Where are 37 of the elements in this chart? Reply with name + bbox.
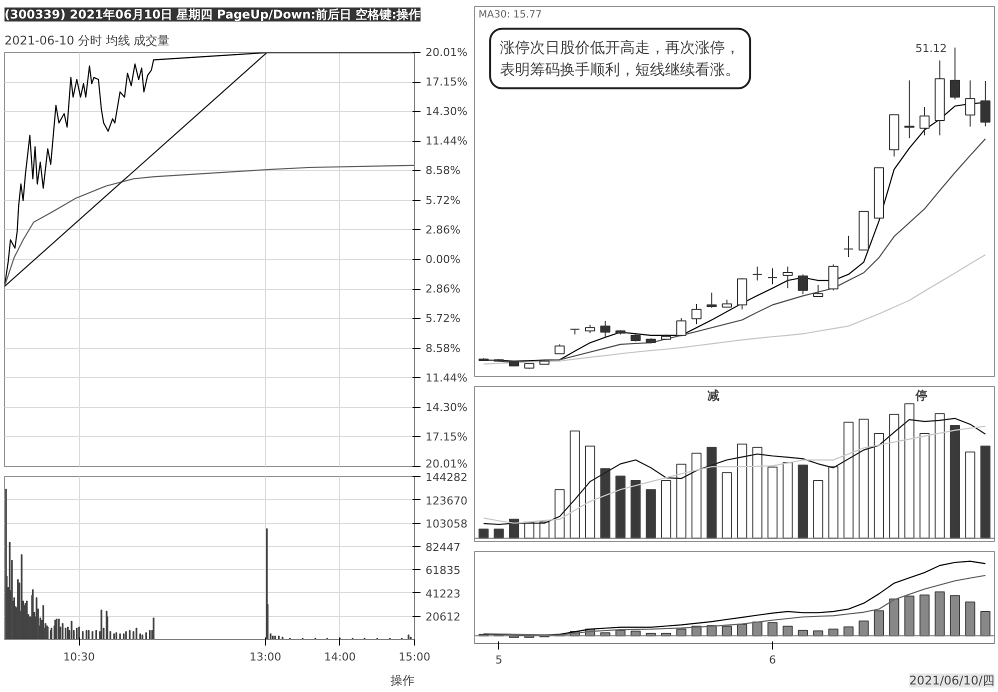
y-tick-label: 61835 xyxy=(426,564,460,578)
y-tick-label: 20.01% xyxy=(426,458,468,470)
text: 停 xyxy=(914,388,928,402)
x-tick-label: 13:00 xyxy=(250,650,282,664)
y-tick-label: 20612 xyxy=(426,610,460,624)
y-tick-label: 5.72% xyxy=(426,194,460,207)
y-tick-label: 17.15% xyxy=(426,76,468,89)
y-tick-label: 2.86% xyxy=(426,223,460,236)
y-tick-label: 0.00% xyxy=(426,253,460,266)
text: 减 xyxy=(708,388,720,402)
y-tick-label: 14.30% xyxy=(426,105,468,118)
y-tick-label: 8.58% xyxy=(426,164,460,178)
y-tick-label: 123670 xyxy=(426,494,468,508)
y-tick-label: 144282 xyxy=(426,471,468,484)
y-tick-label: 5.72% xyxy=(426,312,460,326)
text: 2021/06/10/四 xyxy=(909,674,995,688)
y-tick-label: 103058 xyxy=(426,518,468,531)
y-tick-label: 14.30% xyxy=(426,400,468,414)
chart-subtitle: 2021-06-10 分时 均线 成交量 xyxy=(4,34,170,48)
annotation: 涨停次日股价低开高走，再次涨停，表明筹码换手顺利，短线继续看涨。 xyxy=(500,38,740,78)
text: MA30: 15.77 xyxy=(478,10,542,20)
y-tick-label: 11.44% xyxy=(426,371,468,384)
x-tick-label: 5 xyxy=(495,654,502,666)
chart-title: (300339) 2021年06月10日 星期四 PageUp/Down:前后日 空格键:操作 xyxy=(4,8,421,22)
x-tick-label: 15:00 xyxy=(398,650,430,664)
x-tick-label: 6 xyxy=(769,654,776,666)
y-tick-label: 8.58% xyxy=(426,342,460,355)
y-tick-label: 41223 xyxy=(426,587,460,600)
y-tick-label: 82447 xyxy=(426,540,460,554)
y-tick-label: 2.86% xyxy=(426,282,460,296)
x-tick-label: 14:00 xyxy=(324,650,356,664)
annotation: 51.12 xyxy=(915,42,947,56)
y-tick-label: 17.15% xyxy=(426,430,468,444)
x-tick-label: 10:30 xyxy=(63,650,95,664)
y-tick-label: 11.44% xyxy=(426,134,468,148)
text: 操作 xyxy=(390,674,414,688)
y-tick-label: 20.01% xyxy=(426,46,468,59)
